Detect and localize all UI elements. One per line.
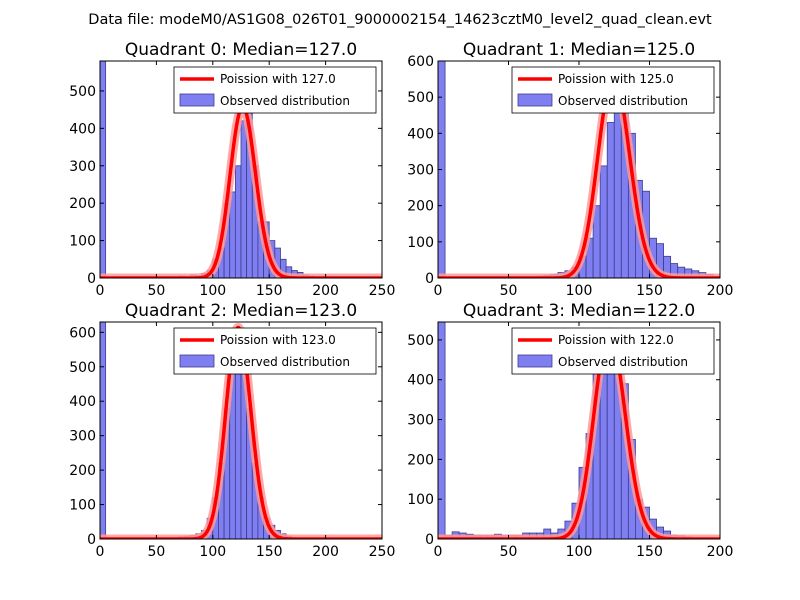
quadrant-0-ytick-label: 100 <box>69 234 96 250</box>
quadrant-0-xtick-label: 50 <box>147 283 165 299</box>
quadrant-2-axes-frame <box>99 321 383 540</box>
quadrant-3-bar <box>438 322 446 539</box>
quadrant-2-legend-bar-swatch <box>179 354 215 368</box>
quadrant-0-title: Quadrant 0: Median=127.0 <box>125 40 357 60</box>
quadrant-1-panel: Quadrant 1: Median=125.0 0 50 100 150 200 0 100… <box>407 40 733 299</box>
quadrant-1-ytick-label: 0 <box>425 271 434 287</box>
quadrant-3-legend-bar-swatch <box>517 354 553 368</box>
quadrant-2-bar <box>100 322 107 539</box>
quadrant-3-xtick-label: 100 <box>566 544 593 560</box>
quadrant-2-legend: Poission with 123.0 Observed distribution <box>173 327 377 375</box>
quadrant-1-ytick-label: 300 <box>407 163 434 179</box>
quadrant-0-xtick-label: 200 <box>312 283 339 299</box>
quadrant-3-ytick-label: 0 <box>425 532 434 548</box>
quadrant-2-title: Quadrant 2: Median=123.0 <box>125 301 357 321</box>
quadrant-0-legend-observed-label: Observed distribution <box>220 94 350 108</box>
quadrant-2-xtick-label: 0 <box>96 544 105 560</box>
quadrant-3-ytick-label: 100 <box>407 492 434 508</box>
quadrant-2-xtick-label: 250 <box>369 544 396 560</box>
quadrant-0-legend-bar-swatch <box>179 93 215 107</box>
quadrant-2-ytick-label: 500 <box>69 360 96 376</box>
quadrant-1-legend-poisson-label: Poission with 125.0 <box>558 72 674 86</box>
quadrant-3-panel: Quadrant 3: Median=122.0 0 50 100 150 200 0 100… <box>407 301 733 560</box>
quadrant-3-xtick-label: 50 <box>500 544 518 560</box>
quadrant-1-xtick-label: 50 <box>500 283 518 299</box>
quadrant-0-panel: Quadrant 0: Median=127.0 0 50 100 150 200 250 0… <box>69 40 395 299</box>
quadrant-2-panel: Quadrant 2: Median=123.0 0 50 100 150 200 250 0… <box>69 301 395 560</box>
figure-suptitle: Data file: modeM0/AS1G08_026T01_90000021… <box>88 12 712 28</box>
quadrant-1-legend-bar-swatch <box>517 93 553 107</box>
quadrant-0-legend: Poission with 127.0 Observed distribution <box>173 66 377 114</box>
quadrant-1-xtick-label: 200 <box>707 283 734 299</box>
quadrant-1-legend-observed-label: Observed distribution <box>558 94 688 108</box>
quadrant-2-legend-observed-label: Observed distribution <box>220 355 350 369</box>
quadrant-3-xtick-label: 150 <box>636 544 663 560</box>
quadrant-2-xtick-label: 100 <box>199 544 226 560</box>
quadrant-0-ytick-label: 200 <box>69 196 96 212</box>
quadrant-0-legend-poisson-label: Poission with 127.0 <box>220 72 336 86</box>
quadrant-0-xtick-label: 100 <box>199 283 226 299</box>
quadrant-0-bar <box>234 165 242 278</box>
quadrant-2-xtick-label: 200 <box>312 544 339 560</box>
quadrant-0-xtick-label: 0 <box>96 283 105 299</box>
quadrant-0-axes-frame <box>99 60 383 279</box>
quadrant-2-legend-poisson-label: Poission with 123.0 <box>220 333 336 347</box>
quadrant-0-xtick-label: 150 <box>256 283 283 299</box>
quadrant-3-xtick-label: 200 <box>707 544 734 560</box>
quadrant-0-xtick-label: 250 <box>369 283 396 299</box>
quadrant-0-ytick-label: 400 <box>69 121 96 137</box>
quadrant-1-xtick-label: 0 <box>434 283 443 299</box>
quadrant-1-ytick-label: 200 <box>407 199 434 215</box>
quadrant-1-ytick-label: 500 <box>407 90 434 106</box>
quadrant-1-ytick-label: 400 <box>407 126 434 142</box>
quadrant-2-ytick-label: 300 <box>69 429 96 445</box>
quadrant-0-bar <box>100 61 107 278</box>
quadrant-2-ytick-label: 400 <box>69 394 96 410</box>
quadrant-2-xtick-label: 150 <box>256 544 283 560</box>
quadrant-3-ytick-label: 500 <box>407 333 434 349</box>
quadrant-3-ytick-label: 200 <box>407 452 434 468</box>
quadrant-3-ytick-label: 400 <box>407 373 434 389</box>
quadrant-3-title: Quadrant 3: Median=122.0 <box>463 301 695 321</box>
quadrant-3-ytick-label: 300 <box>407 413 434 429</box>
quadrant-3-xtick-label: 0 <box>434 544 443 560</box>
quadrant-2-xtick-label: 50 <box>147 544 165 560</box>
quadrant-0-ytick-label: 500 <box>69 84 96 100</box>
quadrant-1-xtick-label: 150 <box>636 283 663 299</box>
quadrant-1-xtick-label: 100 <box>566 283 593 299</box>
quadrant-1-ytick-label: 100 <box>407 235 434 251</box>
quadrant-3-legend-poisson-label: Poission with 122.0 <box>558 333 674 347</box>
quadrant-0-ytick-label: 300 <box>69 159 96 175</box>
quadrant-3-legend-observed-label: Observed distribution <box>558 355 688 369</box>
quadrant-1-bar <box>599 165 608 278</box>
quadrant-2-ytick-label: 200 <box>69 463 96 479</box>
quadrant-1-bar <box>606 122 615 278</box>
panels-group: Quadrant 0: Median=127.0 0 50 100 150 200 250 0… <box>69 40 733 560</box>
quadrant-2-ytick-label: 600 <box>69 325 96 341</box>
quadrant-1-legend: Poission with 125.0 Observed distribution <box>511 66 715 114</box>
quadrant-1-ytick-label: 600 <box>407 54 434 70</box>
quadrant-2-ytick-label: 100 <box>69 498 96 514</box>
quadrant-3-legend: Poission with 122.0 Observed distribution <box>511 327 715 375</box>
quadrant-0-bar <box>240 120 248 278</box>
quadrant-0-ytick-label: 0 <box>87 271 96 287</box>
quadrant-2-ytick-label: 0 <box>87 532 96 548</box>
quadrant-1-title: Quadrant 1: Median=125.0 <box>463 40 695 60</box>
